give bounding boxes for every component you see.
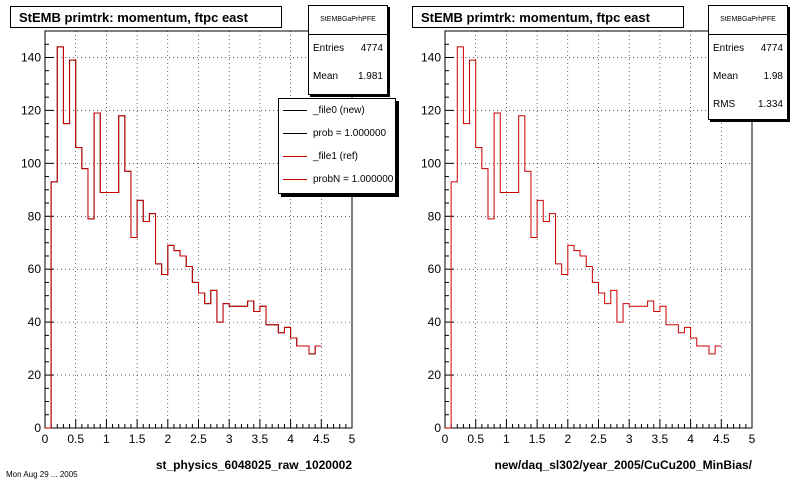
y-tick-label: 20 [428,368,442,382]
y-tick-label: 120 [421,103,441,117]
stats-box-left: StEMBGaPrhPFE Entries 4774 Mean 1.981 [308,5,388,95]
panel-right-title: StEMB primtrk: momentum, ftpc east [412,6,684,28]
legend-entry-ref: _file1 (ref) [279,145,395,168]
histogram-series-ref [445,47,721,428]
x-axis-label: new/daq_sl302/year_2005/CuCu200_MinBias/ [495,458,753,472]
x-tick-label: 4 [287,432,294,446]
x-tick-label: 1 [103,432,110,446]
stats-row-mean-left: Mean 1.981 [309,63,387,91]
x-tick-label: 2.5 [190,432,207,446]
y-tick-label: 80 [28,209,42,223]
legend-line-black [283,110,307,111]
legend-line-red [283,156,307,157]
stats-value: 4774 [761,35,783,63]
legend-line-red [283,179,307,180]
stats-row-entries-left: Entries 4774 [309,35,387,63]
plot-frame [45,31,352,428]
legend-label: _file0 (new) [313,99,365,122]
stats-box-right: StEMBGaPrhPFE Entries 4774 Mean 1.98 RMS… [708,5,788,120]
x-tick-label: 1.5 [129,432,146,446]
legend-entry-probn: probN = 1.000000 [279,168,395,191]
x-tick-label: 5 [749,432,756,446]
x-tick-label: 0 [42,432,49,446]
x-axis-label: st_physics_6048025_raw_1020002 [156,458,352,472]
stats-key: Mean [313,63,338,91]
y-tick-label: 20 [28,368,42,382]
stats-key: Entries [713,35,744,63]
legend-label: prob = 1.000000 [313,122,386,145]
x-tick-label: 3.5 [652,432,669,446]
x-tick-label: 4.5 [313,432,330,446]
stats-key: RMS [713,91,735,119]
y-tick-label: 60 [28,262,42,276]
y-tick-label: 140 [421,50,441,64]
y-tick-label: 0 [34,421,41,435]
legend-line-black [283,133,307,134]
y-tick-label: 100 [421,156,441,170]
footer-timestamp: Mon Aug 29 ... 2005 [6,470,78,479]
stats-row-rms-right: RMS 1.334 [709,91,787,119]
legend-entry-new: _file0 (new) [279,99,395,122]
x-tick-label: 0.5 [67,432,84,446]
stats-value: 1.98 [764,63,783,91]
y-tick-label: 40 [428,315,442,329]
panel-left-title: StEMB primtrk: momentum, ftpc east [10,6,282,28]
stats-value: 1.981 [358,63,383,91]
stats-row-entries-right: Entries 4774 [709,35,787,63]
y-tick-label: 100 [21,156,41,170]
legend-left: _file0 (new) prob = 1.000000 _file1 (ref… [278,98,396,194]
x-tick-label: 5 [349,432,356,446]
x-tick-label: 2 [164,432,171,446]
y-tick-label: 120 [21,103,41,117]
x-tick-label: 1 [503,432,510,446]
legend-label: _file1 (ref) [313,145,358,168]
legend-label: probN = 1.000000 [313,168,393,191]
x-tick-label: 1.5 [529,432,546,446]
stats-header-left: StEMBGaPrhPFE [309,6,387,35]
legend-entry-prob: prob = 1.000000 [279,122,395,145]
x-tick-label: 2.5 [590,432,607,446]
root-canvas: 0 0.5 1 1.5 2 2.5 3 3.5 4 4.5 5 0 20 40 60 80 100 120 140 s… [0,0,800,480]
x-tick-label: 0 [442,432,449,446]
y-tick-label: 140 [21,50,41,64]
stats-value: 4774 [361,35,383,63]
x-tick-label: 3 [626,432,633,446]
y-tick-label: 80 [428,209,442,223]
stats-value: 1.334 [758,91,783,119]
stats-key: Mean [713,63,738,91]
x-tick-label: 0.5 [467,432,484,446]
y-tick-label: 60 [428,262,442,276]
x-tick-label: 4.5 [713,432,730,446]
stats-row-mean-right: Mean 1.98 [709,63,787,91]
x-tick-label: 2 [564,432,571,446]
stats-header-right: StEMBGaPrhPFE [709,6,787,35]
y-tick-label: 40 [28,315,42,329]
x-tick-label: 3.5 [252,432,269,446]
stats-key: Entries [313,35,344,63]
plot-frame [445,31,752,428]
x-tick-label: 4 [687,432,694,446]
x-tick-label: 3 [226,432,233,446]
y-tick-label: 0 [434,421,441,435]
